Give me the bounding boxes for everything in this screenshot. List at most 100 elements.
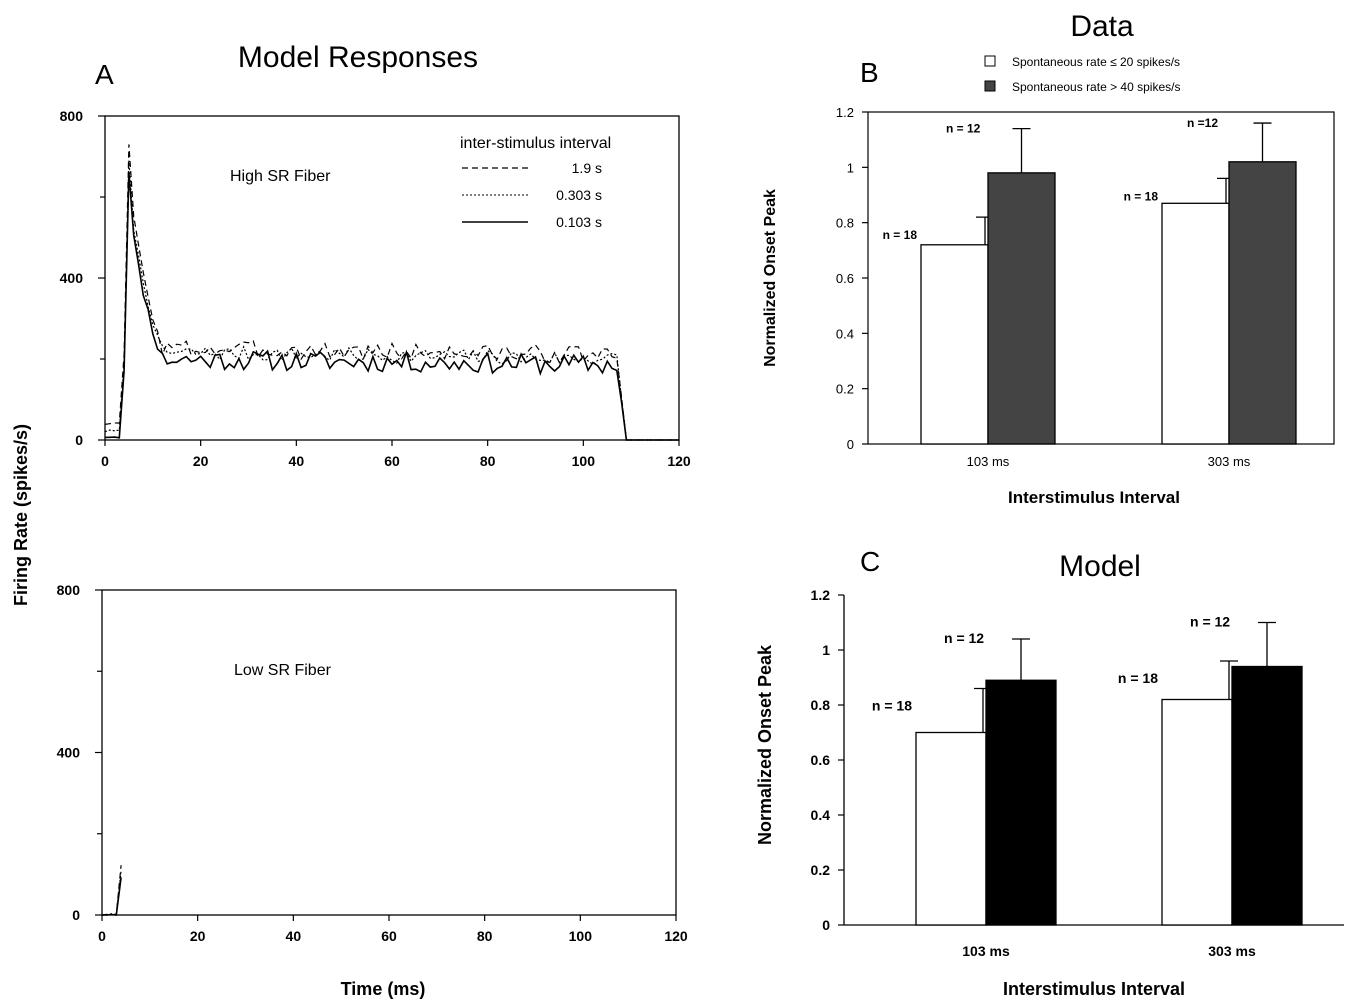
bars: n = 18 n = 12 n = 18 n = 12 xyxy=(872,614,1303,926)
y-tick-label: 1 xyxy=(822,642,830,658)
panel-c-ylabel: Normalized Onset Peak xyxy=(755,644,775,845)
n-label: n = 18 xyxy=(1124,189,1159,203)
bars: n = 18 n = 12 n = 18 n =12 xyxy=(883,116,1297,445)
x-ticks: 0 20 40 60 80 100 120 xyxy=(98,915,688,944)
series-lines xyxy=(104,144,679,441)
x-tick-label: 100 xyxy=(569,928,593,944)
n-label: n = 18 xyxy=(1118,670,1158,686)
legend-label-3: 0.103 s xyxy=(556,214,602,230)
x-tick-label: 40 xyxy=(289,453,305,469)
low-sr-annotation: Low SR Fiber xyxy=(234,662,332,679)
panel-b-plot: Spontaneous rate ≤ 20 spikes/s Spontaneo… xyxy=(762,55,1335,507)
n-label: n = 12 xyxy=(1190,614,1230,630)
legend-title: inter-stimulus interval xyxy=(460,135,611,152)
plot-frame xyxy=(101,589,677,916)
y-tick-label: 0.4 xyxy=(836,326,854,341)
category-labels: 103 ms 303 ms xyxy=(962,943,1256,959)
y-tick-label: 0.8 xyxy=(811,697,831,713)
series-lines xyxy=(101,865,122,916)
panel-c-plot: 00.20.40.60.811.2 n = 18n = 12n = 18n = … xyxy=(755,587,1344,999)
panel-a-bottom-plot: 0 20 40 60 80 100 120 0 400 800 Low SR Fiber xyxy=(57,582,688,944)
y-ticks: 0 0.2 0.4 0.6 0.8 1 1.2 xyxy=(836,105,868,452)
bar xyxy=(920,244,989,445)
bar xyxy=(987,172,1056,445)
bar xyxy=(1231,665,1303,926)
panel-b-title: Data xyxy=(1070,10,1134,43)
x-tick-label: 80 xyxy=(477,928,493,944)
legend-swatch-low xyxy=(984,55,996,67)
y-tick-label: 0 xyxy=(822,917,830,933)
y-tick-label: 0 xyxy=(72,907,80,923)
category-label: 103 ms xyxy=(967,454,1010,469)
y-tick-label: 800 xyxy=(57,582,81,598)
x-ticks: 0 20 40 60 80 100 120 xyxy=(101,440,691,469)
category-label: 103 ms xyxy=(962,943,1010,959)
x-tick-label: 40 xyxy=(286,928,302,944)
y-ticks: 0 0.2 0.4 0.6 0.8 1 1.2 xyxy=(811,587,844,933)
bar xyxy=(1161,202,1230,445)
y-tick-label: 0.6 xyxy=(811,752,831,768)
x-tick-label: 0 xyxy=(98,928,106,944)
x-tick-label: 120 xyxy=(667,453,691,469)
x-tick-label: 0 xyxy=(101,453,109,469)
panel-a-title: Model Responses xyxy=(238,41,478,74)
series-line xyxy=(101,865,122,916)
x-tick-label: 80 xyxy=(480,453,496,469)
bar xyxy=(1228,161,1297,445)
y-tick-label: 0.2 xyxy=(811,862,831,878)
panel-letter-a: A xyxy=(95,59,114,90)
y-tick-label: 400 xyxy=(57,745,81,761)
y-tick-label: 400 xyxy=(60,270,84,286)
bar xyxy=(1161,698,1233,926)
category-label: 303 ms xyxy=(1208,454,1251,469)
n-label: n =12 xyxy=(1187,116,1218,130)
x-tick-label: 60 xyxy=(384,453,400,469)
series-line xyxy=(102,877,122,916)
y-tick-label: 1.2 xyxy=(811,587,831,603)
high-sr-annotation: High SR Fiber xyxy=(230,168,331,185)
panel-a-xlabel: Time (ms) xyxy=(341,979,426,999)
series-line xyxy=(104,144,679,441)
y-tick-label: 0 xyxy=(75,432,83,448)
panel-letter-b: B xyxy=(860,57,879,88)
panel-c-xlabel: Interstimulus Interval xyxy=(1003,979,1185,999)
panel-b-ylabel: Normalized Onset Peak xyxy=(762,189,779,367)
legend-label-low: Spontaneous rate ≤ 20 spikes/s xyxy=(1012,55,1180,69)
y-ticks: 0 400 800 xyxy=(60,108,105,448)
legend-label-2: 0.303 s xyxy=(556,187,602,203)
y-tick-label: 0 xyxy=(847,437,854,452)
y-ticks: 0 400 800 xyxy=(57,582,102,923)
panel-b-legend: Spontaneous rate ≤ 20 spikes/s Spontaneo… xyxy=(984,55,1180,94)
panel-a-top-plot: 0 20 40 60 80 100 120 0 400 800 High SR Fiber in… xyxy=(60,108,691,469)
n-label: n = 18 xyxy=(883,228,918,242)
y-tick-label: 1.2 xyxy=(836,105,854,120)
panel-a-ylabel: Firing Rate (spikes/s) xyxy=(11,424,31,606)
y-tick-label: 800 xyxy=(60,108,84,124)
n-label: n = 18 xyxy=(872,698,912,714)
x-tick-label: 20 xyxy=(193,453,209,469)
x-tick-label: 100 xyxy=(572,453,596,469)
bar xyxy=(985,679,1057,926)
y-tick-label: 0.6 xyxy=(836,271,854,286)
y-tick-label: 0.4 xyxy=(811,807,831,823)
n-label: n = 12 xyxy=(946,122,981,136)
series-line xyxy=(102,870,122,916)
bar xyxy=(915,731,987,926)
panel-b-xlabel: Interstimulus Interval xyxy=(1008,488,1180,507)
legend: 1.9 s 0.303 s 0.103 s xyxy=(462,160,602,230)
panel-letter-c: C xyxy=(860,546,880,577)
legend-label-high: Spontaneous rate > 40 spikes/s xyxy=(1012,80,1180,94)
panel-c-title: Model xyxy=(1059,550,1141,583)
n-label: n = 12 xyxy=(944,630,984,646)
y-tick-label: 0.8 xyxy=(836,216,854,231)
series-line xyxy=(104,172,679,441)
x-tick-label: 120 xyxy=(664,928,688,944)
category-labels: 103 ms 303 ms xyxy=(967,454,1251,469)
x-tick-label: 20 xyxy=(190,928,206,944)
legend-label-1: 1.9 s xyxy=(572,160,602,176)
legend-swatch-high xyxy=(984,80,996,92)
y-tick-label: 1 xyxy=(847,160,854,175)
x-tick-label: 60 xyxy=(381,928,397,944)
y-tick-label: 0.2 xyxy=(836,382,854,397)
